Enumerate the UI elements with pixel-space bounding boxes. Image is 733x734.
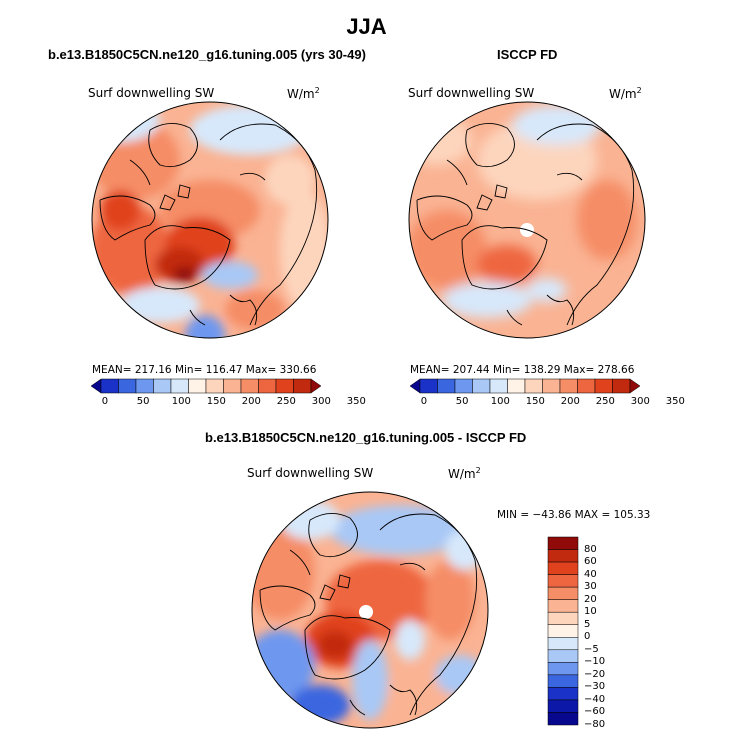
colorbar-swatch — [454, 378, 473, 394]
panel-title-difference: b.e13.B1850C5CN.ne120_g16.tuning.005 - I… — [205, 430, 527, 445]
colorbar-ticks-model: 0 50 100 150 200 250 300 350 — [91, 396, 366, 410]
colorbar-swatch — [223, 378, 242, 394]
colorbar-swatch — [547, 649, 579, 663]
colorbar-swatch — [547, 637, 579, 651]
colorbar-model — [90, 378, 322, 394]
colorbar-swatch — [542, 378, 561, 394]
colorbar-swatch — [100, 378, 119, 394]
colorbar-swatch — [258, 378, 277, 394]
colorbar-swatch — [594, 378, 613, 394]
colorbar-swatch — [135, 378, 154, 394]
colorbar-tick-label: 20 — [584, 593, 597, 605]
polar-map-model — [91, 101, 329, 339]
colorbar-tick-label: 0 — [420, 396, 428, 407]
colorbar-swatch — [547, 662, 579, 676]
stats-model: MEAN= 217.16 Min= 116.47 Max= 330.66 — [92, 364, 317, 376]
colorbar-tick-label: 0 — [101, 396, 109, 407]
polar-map-difference — [251, 491, 489, 729]
colorbar-tick-label: −5 — [584, 643, 599, 655]
colorbar-swatch — [188, 378, 207, 394]
colorbar-tick-label: 40 — [584, 568, 597, 580]
stats-difference: MIN = −43.86 MAX = 105.33 — [497, 509, 651, 521]
colorbar-tick-label: −10 — [584, 656, 606, 668]
colorbar-swatch — [547, 624, 579, 638]
colorbar-tick-label: 30 — [584, 581, 597, 593]
colorbar-swatch — [90, 378, 102, 394]
colorbar-swatch — [547, 674, 579, 688]
colorbar-swatch — [547, 549, 579, 563]
colorbar-tick-label: 100 — [490, 396, 510, 407]
panel-title-model: b.e13.B1850C5CN.ne120_g16.tuning.005 (yr… — [48, 47, 366, 62]
panel-title-observation: ISCCP FD — [497, 47, 558, 62]
colorbar-tick-label: 300 — [311, 396, 331, 407]
stats-observation: MEAN= 207.44 Min= 138.29 Max= 278.66 — [410, 364, 635, 376]
units-label-model: W/m2 — [287, 86, 320, 101]
colorbar-difference — [547, 536, 579, 726]
colorbar-swatch — [275, 378, 294, 394]
colorbar-swatch — [547, 611, 579, 625]
colorbar-swatch — [293, 378, 312, 394]
colorbar-tick-label: −20 — [584, 668, 606, 680]
colorbar-swatch — [547, 586, 579, 600]
colorbar-tick-label: 350 — [665, 396, 685, 407]
colorbar-swatch — [118, 378, 137, 394]
colorbar-swatch — [205, 378, 224, 394]
colorbar-tick-label: 0 — [584, 631, 591, 643]
colorbar-swatch — [472, 378, 491, 394]
colorbar-tick-label: 150 — [206, 396, 226, 407]
colorbar-tick-label: 150 — [525, 396, 545, 407]
colorbar-tick-label: −80 — [584, 719, 606, 730]
colorbar-swatch — [547, 712, 579, 726]
colorbar-swatch — [559, 378, 578, 394]
colorbar-tick-label: 80 — [584, 543, 597, 555]
colorbar-tick-label: −40 — [584, 693, 606, 705]
colorbar-swatch — [547, 687, 579, 701]
colorbar-tick-label: 50 — [455, 396, 469, 407]
colorbar-swatch — [547, 699, 579, 713]
colorbar-swatch — [612, 378, 631, 394]
colorbar-tick-label: 100 — [171, 396, 191, 407]
colorbar-observation — [409, 378, 641, 394]
colorbar-tick-label: 250 — [595, 396, 615, 407]
colorbar-swatch — [489, 378, 508, 394]
colorbar-swatch — [437, 378, 456, 394]
colorbar-tick-label: 10 — [584, 606, 597, 618]
colorbar-swatch — [153, 378, 172, 394]
colorbar-tick-label: −60 — [584, 706, 606, 718]
colorbar-swatch — [629, 378, 641, 394]
colorbar-tick-label: 200 — [241, 396, 261, 407]
colorbar-ticks-difference: 80 60 40 30 20 10 5 0 −5 −10 −20 −30 −40 −60 −80 — [584, 537, 624, 730]
colorbar-tick-label: 5 — [584, 618, 591, 630]
colorbar-swatch — [547, 561, 579, 575]
colorbar-swatch — [524, 378, 543, 394]
units-label-difference: W/m2 — [448, 466, 481, 481]
colorbar-ticks-observation: 0 50 100 150 200 250 300 350 — [410, 396, 685, 410]
colorbar-swatch — [577, 378, 596, 394]
colorbar-tick-label: 60 — [584, 556, 597, 568]
colorbar-swatch — [170, 378, 189, 394]
field-label-difference: Surf downwelling SW — [247, 466, 374, 480]
colorbar-swatch — [310, 378, 322, 394]
colorbar-swatch — [507, 378, 526, 394]
units-label-observation: W/m2 — [609, 86, 642, 101]
colorbar-swatch — [419, 378, 438, 394]
colorbar-swatch — [547, 574, 579, 588]
field-label-model: Surf downwelling SW — [88, 86, 215, 100]
colorbar-tick-label: 200 — [560, 396, 580, 407]
colorbar-tick-label: 50 — [136, 396, 150, 407]
polar-map-observation — [408, 101, 646, 339]
colorbar-swatch — [409, 378, 421, 394]
colorbar-swatch — [547, 536, 579, 550]
colorbar-tick-label: 350 — [346, 396, 366, 407]
colorbar-tick-label: 300 — [630, 396, 650, 407]
colorbar-swatch — [547, 599, 579, 613]
figure-main-title: JJA — [346, 14, 387, 39]
colorbar-tick-label: −30 — [584, 681, 606, 693]
colorbar-tick-label: 250 — [276, 396, 296, 407]
field-label-observation: Surf downwelling SW — [408, 86, 535, 100]
colorbar-swatch — [240, 378, 259, 394]
